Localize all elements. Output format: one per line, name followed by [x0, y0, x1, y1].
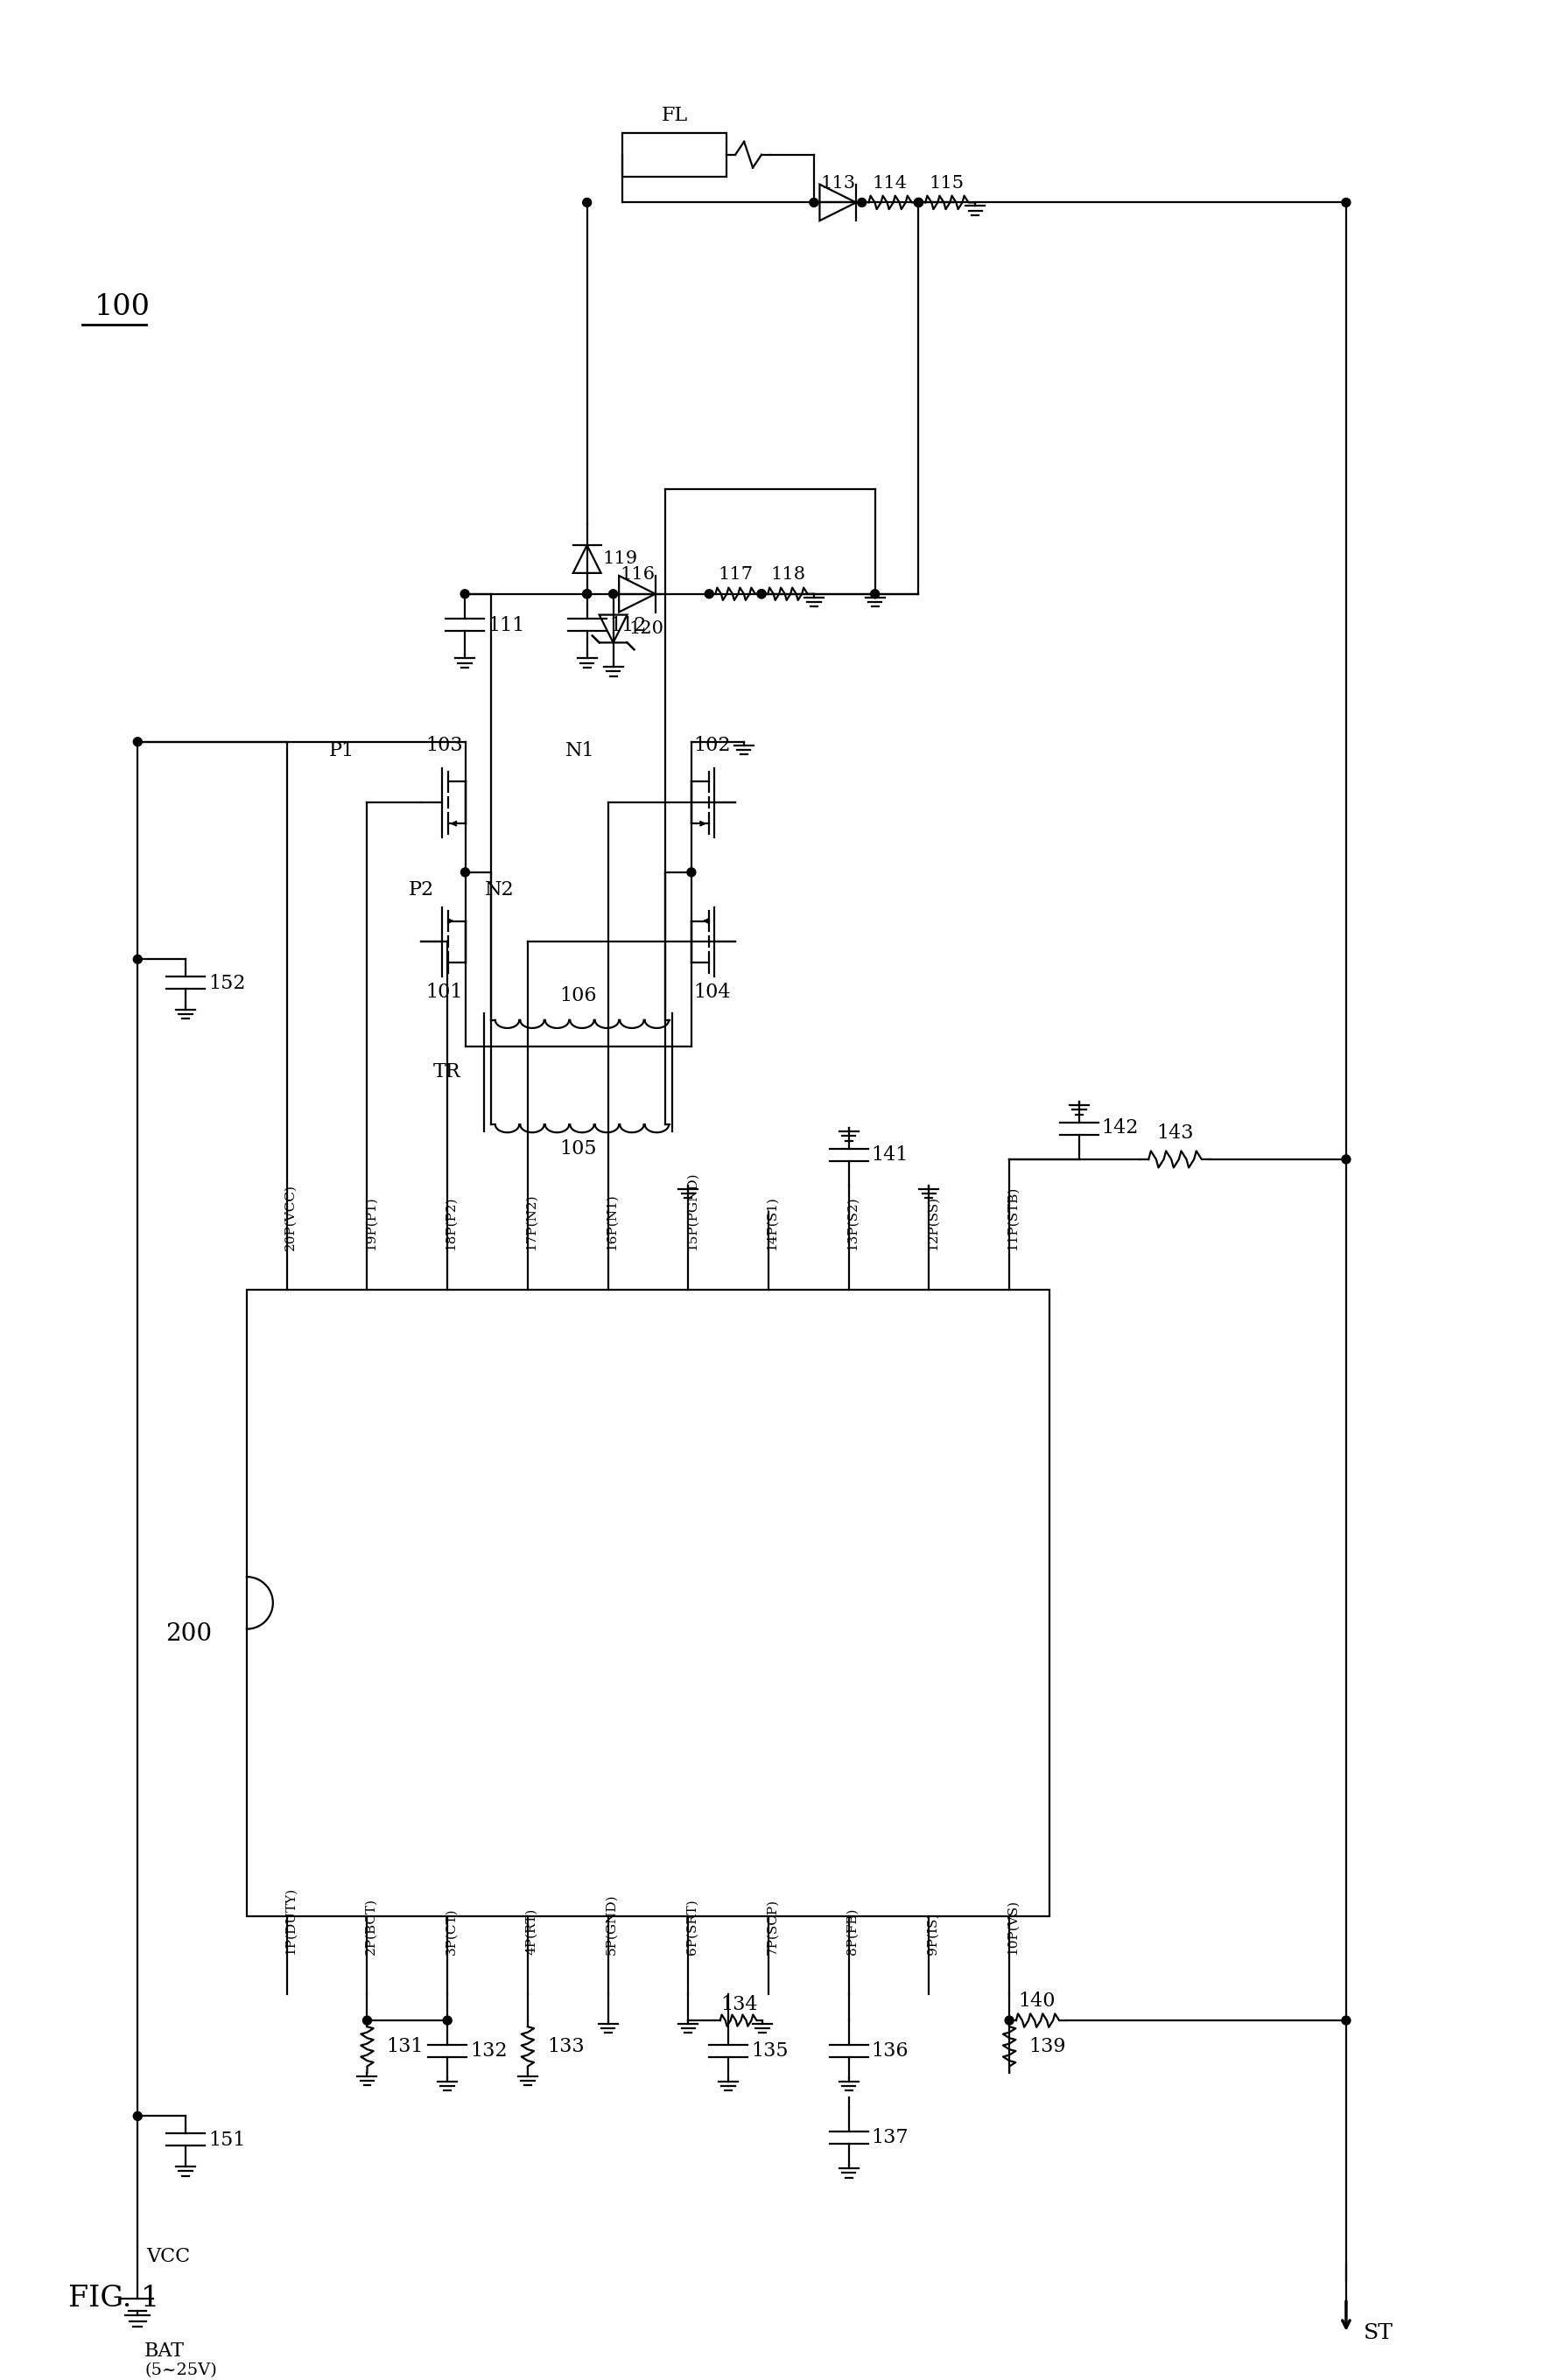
Text: 13P(S2): 13P(S2) [846, 1197, 858, 1250]
Circle shape [582, 590, 591, 597]
Text: P1: P1 [329, 740, 354, 759]
Text: 102: 102 [693, 735, 730, 754]
Text: 100: 100 [94, 293, 150, 321]
Text: 101: 101 [426, 983, 463, 1002]
Circle shape [582, 590, 591, 597]
Text: 139: 139 [1028, 2037, 1065, 2056]
Text: ST: ST [1363, 2323, 1393, 2344]
Text: 114: 114 [872, 176, 908, 193]
Text: 15P(PGND): 15P(PGND) [686, 1173, 698, 1250]
Polygon shape [820, 183, 855, 221]
Text: 116: 116 [621, 566, 655, 583]
Polygon shape [573, 545, 601, 574]
Polygon shape [599, 614, 627, 643]
Text: 18P(P2): 18P(P2) [445, 1197, 457, 1250]
Circle shape [757, 590, 766, 597]
Text: 11P(STB): 11P(STB) [1007, 1185, 1019, 1250]
Text: 111: 111 [488, 616, 525, 635]
Text: 200: 200 [165, 1623, 212, 1647]
Circle shape [704, 590, 713, 597]
Text: 10P(VS): 10P(VS) [1007, 1899, 1019, 1956]
Text: 12P(SS): 12P(SS) [926, 1197, 939, 1250]
Text: 137: 137 [871, 2128, 909, 2147]
Text: FL: FL [661, 105, 687, 126]
Text: (5~25V): (5~25V) [145, 2363, 218, 2378]
Text: 132: 132 [469, 2042, 508, 2061]
Text: 115: 115 [929, 176, 963, 193]
Text: 4P(RT): 4P(RT) [525, 1909, 537, 1956]
Text: 131: 131 [386, 2037, 423, 2056]
Text: 103: 103 [426, 735, 463, 754]
Circle shape [460, 869, 469, 876]
Text: BAT: BAT [145, 2342, 185, 2361]
Text: N2: N2 [485, 881, 514, 900]
Text: 113: 113 [821, 176, 855, 193]
Text: 7P(SCP): 7P(SCP) [766, 1899, 778, 1956]
Text: 3P(CT): 3P(CT) [445, 1909, 457, 1956]
Text: P2: P2 [409, 881, 434, 900]
Circle shape [857, 198, 866, 207]
Text: 20P(VCC): 20P(VCC) [284, 1185, 296, 1250]
Circle shape [687, 869, 696, 876]
Text: 120: 120 [628, 621, 664, 638]
Text: 14P(S1): 14P(S1) [766, 1197, 778, 1250]
Circle shape [133, 954, 142, 964]
Text: 119: 119 [602, 550, 638, 566]
Text: 142: 142 [1102, 1119, 1139, 1138]
Text: 143: 143 [1156, 1123, 1194, 1142]
Text: 16P(N1): 16P(N1) [605, 1195, 618, 1250]
Text: 112: 112 [610, 616, 647, 635]
Text: 135: 135 [750, 2042, 789, 2061]
Text: 2P(BCT): 2P(BCT) [364, 1899, 377, 1956]
Text: 104: 104 [693, 983, 730, 1002]
Circle shape [133, 2111, 142, 2121]
Circle shape [1342, 198, 1351, 207]
Polygon shape [619, 576, 656, 612]
Text: 106: 106 [559, 985, 598, 1004]
Text: 17P(N2): 17P(N2) [525, 1195, 537, 1250]
Circle shape [608, 590, 618, 597]
Circle shape [914, 198, 923, 207]
Circle shape [363, 2016, 372, 2025]
Text: 8P(FB): 8P(FB) [846, 1909, 858, 1956]
Circle shape [133, 738, 142, 745]
Text: 136: 136 [871, 2042, 909, 2061]
Circle shape [460, 590, 469, 597]
Circle shape [582, 198, 591, 207]
Circle shape [1342, 2016, 1351, 2025]
Text: 118: 118 [770, 566, 806, 583]
Circle shape [757, 590, 766, 597]
Text: 105: 105 [559, 1140, 598, 1159]
Text: TR: TR [432, 1064, 460, 1083]
Text: 6P(SRT): 6P(SRT) [686, 1899, 698, 1956]
Circle shape [1342, 1154, 1351, 1164]
Text: 141: 141 [871, 1145, 908, 1164]
Text: 19P(P1): 19P(P1) [364, 1197, 377, 1250]
Text: FIG. 1: FIG. 1 [68, 2285, 159, 2313]
Text: 1P(DUTY): 1P(DUTY) [284, 1887, 296, 1956]
Bar [622, 133, 727, 176]
Text: N1: N1 [565, 740, 594, 759]
Circle shape [809, 198, 818, 207]
Text: 5P(GND): 5P(GND) [605, 1894, 618, 1956]
Circle shape [871, 590, 880, 597]
Text: 151: 151 [208, 2130, 245, 2149]
Text: 140: 140 [1019, 1992, 1056, 2011]
Bar [247, 1290, 1050, 1916]
Circle shape [1005, 2016, 1014, 2025]
Text: 133: 133 [547, 2037, 584, 2056]
Text: 117: 117 [718, 566, 753, 583]
Text: 9P(IS): 9P(IS) [926, 1914, 939, 1956]
Text: 152: 152 [208, 973, 245, 992]
Text: VCC: VCC [147, 2247, 190, 2266]
Circle shape [443, 2016, 452, 2025]
Text: 134: 134 [720, 1994, 758, 2013]
Circle shape [914, 198, 923, 207]
